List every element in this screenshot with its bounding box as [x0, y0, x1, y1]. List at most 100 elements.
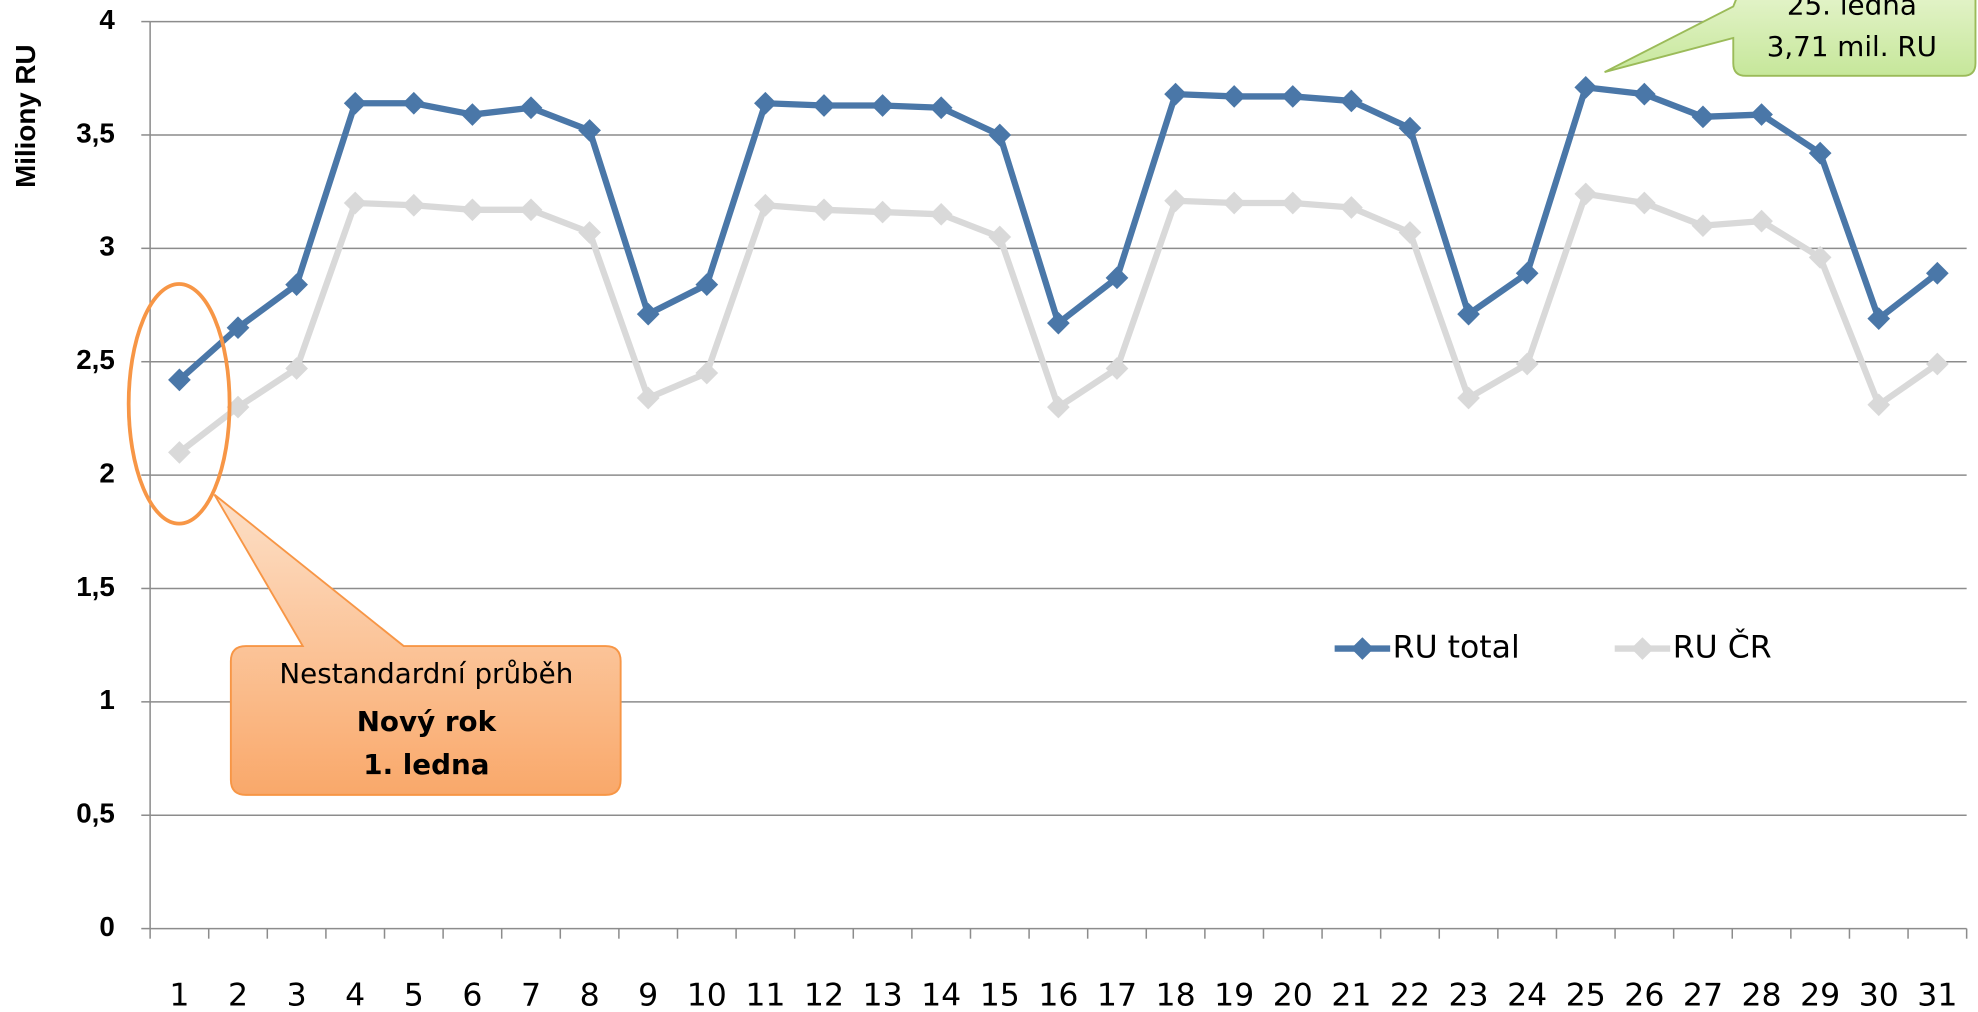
- callout-box: [213, 493, 622, 796]
- data-point: [695, 273, 719, 296]
- data-point: [929, 96, 953, 120]
- y-axis-label: Miliony RU: [10, 45, 41, 188]
- data-point: [285, 273, 308, 296]
- x-tick-label: 2: [228, 978, 248, 1012]
- callout-box: [1604, 0, 1977, 77]
- callout-text: Nestandardní průběh: [279, 657, 573, 690]
- x-tick-label: 10: [687, 978, 727, 1012]
- legend-marker: [1351, 637, 1374, 660]
- data-point: [1633, 82, 1656, 106]
- legend-marker: [1631, 637, 1654, 660]
- data-point: [871, 94, 894, 117]
- legend-label: RU ČR: [1673, 627, 1772, 666]
- data-point: [695, 361, 719, 385]
- x-tick-label: 22: [1390, 978, 1430, 1012]
- y-tick-label: 2,5: [76, 344, 115, 375]
- data-point: [929, 202, 953, 226]
- callout-text: 3,71 mil. RU: [1767, 30, 1937, 63]
- data-point: [402, 193, 426, 217]
- callout-text: 1. ledna: [363, 748, 489, 781]
- x-tick-label: 14: [921, 978, 961, 1012]
- data-point: [812, 198, 836, 222]
- data-point: [1574, 182, 1598, 206]
- x-tick-label: 8: [580, 978, 600, 1012]
- data-point: [1808, 246, 1832, 269]
- data-point: [988, 123, 1012, 147]
- data-point: [1105, 357, 1129, 380]
- x-tick-label: 24: [1507, 978, 1547, 1012]
- x-tick-label: 3: [287, 978, 307, 1012]
- x-tick-label: 25: [1566, 978, 1606, 1012]
- data-point: [1340, 89, 1363, 113]
- data-point: [1633, 191, 1656, 215]
- x-tick-label: 19: [1214, 978, 1254, 1012]
- x-tick-label: 7: [521, 978, 541, 1012]
- data-point: [226, 316, 250, 340]
- x-tick-label: 30: [1859, 978, 1899, 1012]
- data-point: [754, 193, 777, 217]
- data-point: [226, 395, 250, 419]
- x-tick-label: 5: [404, 978, 424, 1012]
- x-tick-label: 11: [745, 978, 785, 1012]
- data-point: [1281, 191, 1305, 215]
- data-point: [343, 91, 367, 115]
- x-tick-label: 17: [1097, 978, 1137, 1012]
- x-tick-label: 1: [169, 978, 189, 1012]
- callout-text: Nový rok: [357, 705, 497, 738]
- x-tick-label: 18: [1156, 978, 1196, 1012]
- y-tick-label: 3,5: [76, 117, 115, 148]
- x-tick-label: 31: [1917, 978, 1957, 1012]
- data-point: [461, 103, 484, 126]
- data-point: [1164, 189, 1187, 213]
- data-point: [871, 200, 894, 224]
- y-tick-label: 3: [99, 231, 114, 262]
- x-tick-label: 27: [1683, 978, 1723, 1012]
- x-tick-label: 15: [980, 978, 1020, 1012]
- data-point: [1164, 82, 1187, 106]
- data-point: [402, 91, 426, 115]
- x-tick-label: 4: [345, 978, 365, 1012]
- data-point: [1340, 196, 1363, 219]
- legend-label: RU total: [1393, 630, 1520, 666]
- data-point: [519, 198, 543, 222]
- data-point: [1398, 221, 1422, 244]
- y-tick-label: 1: [99, 684, 114, 715]
- y-tick-label: 0,5: [76, 798, 115, 829]
- data-point: [1398, 116, 1422, 140]
- data-point: [812, 94, 836, 117]
- data-point: [1515, 352, 1539, 376]
- data-point: [578, 221, 601, 244]
- data-point: [636, 386, 660, 410]
- x-tick-label: 21: [1331, 978, 1371, 1012]
- x-tick-label: 20: [1273, 978, 1313, 1012]
- data-point: [1925, 261, 1949, 285]
- data-point: [343, 191, 367, 215]
- x-tick-label: 16: [1038, 978, 1078, 1012]
- highlight-ellipse: [126, 282, 232, 526]
- data-point: [1515, 261, 1539, 285]
- x-tick-label: 29: [1800, 978, 1840, 1012]
- x-tick-label: 6: [462, 978, 482, 1012]
- data-point: [519, 96, 543, 120]
- data-point: [1105, 266, 1129, 290]
- plot: 00,511,522,533,541 2 3 4 5 6 7 8 9 10 11 12 13 14 15 16…: [76, 4, 1968, 1012]
- data-point: [1222, 85, 1246, 108]
- data-point: [636, 302, 660, 326]
- data-point: [285, 357, 308, 380]
- data-point: [988, 225, 1012, 249]
- y-tick-label: 0: [99, 911, 114, 942]
- data-point: [1047, 395, 1070, 419]
- data-point: [1457, 302, 1480, 326]
- data-point: [1457, 386, 1480, 410]
- x-tick-label: 26: [1624, 978, 1664, 1012]
- data-point: [1925, 352, 1949, 376]
- data-point: [1691, 214, 1715, 238]
- x-tick-label: 12: [804, 978, 844, 1012]
- data-point: [461, 198, 484, 222]
- data-point: [1222, 191, 1246, 215]
- x-tick-label: 28: [1741, 978, 1781, 1012]
- data-point: [1047, 311, 1070, 335]
- x-tick-label: 9: [638, 978, 658, 1012]
